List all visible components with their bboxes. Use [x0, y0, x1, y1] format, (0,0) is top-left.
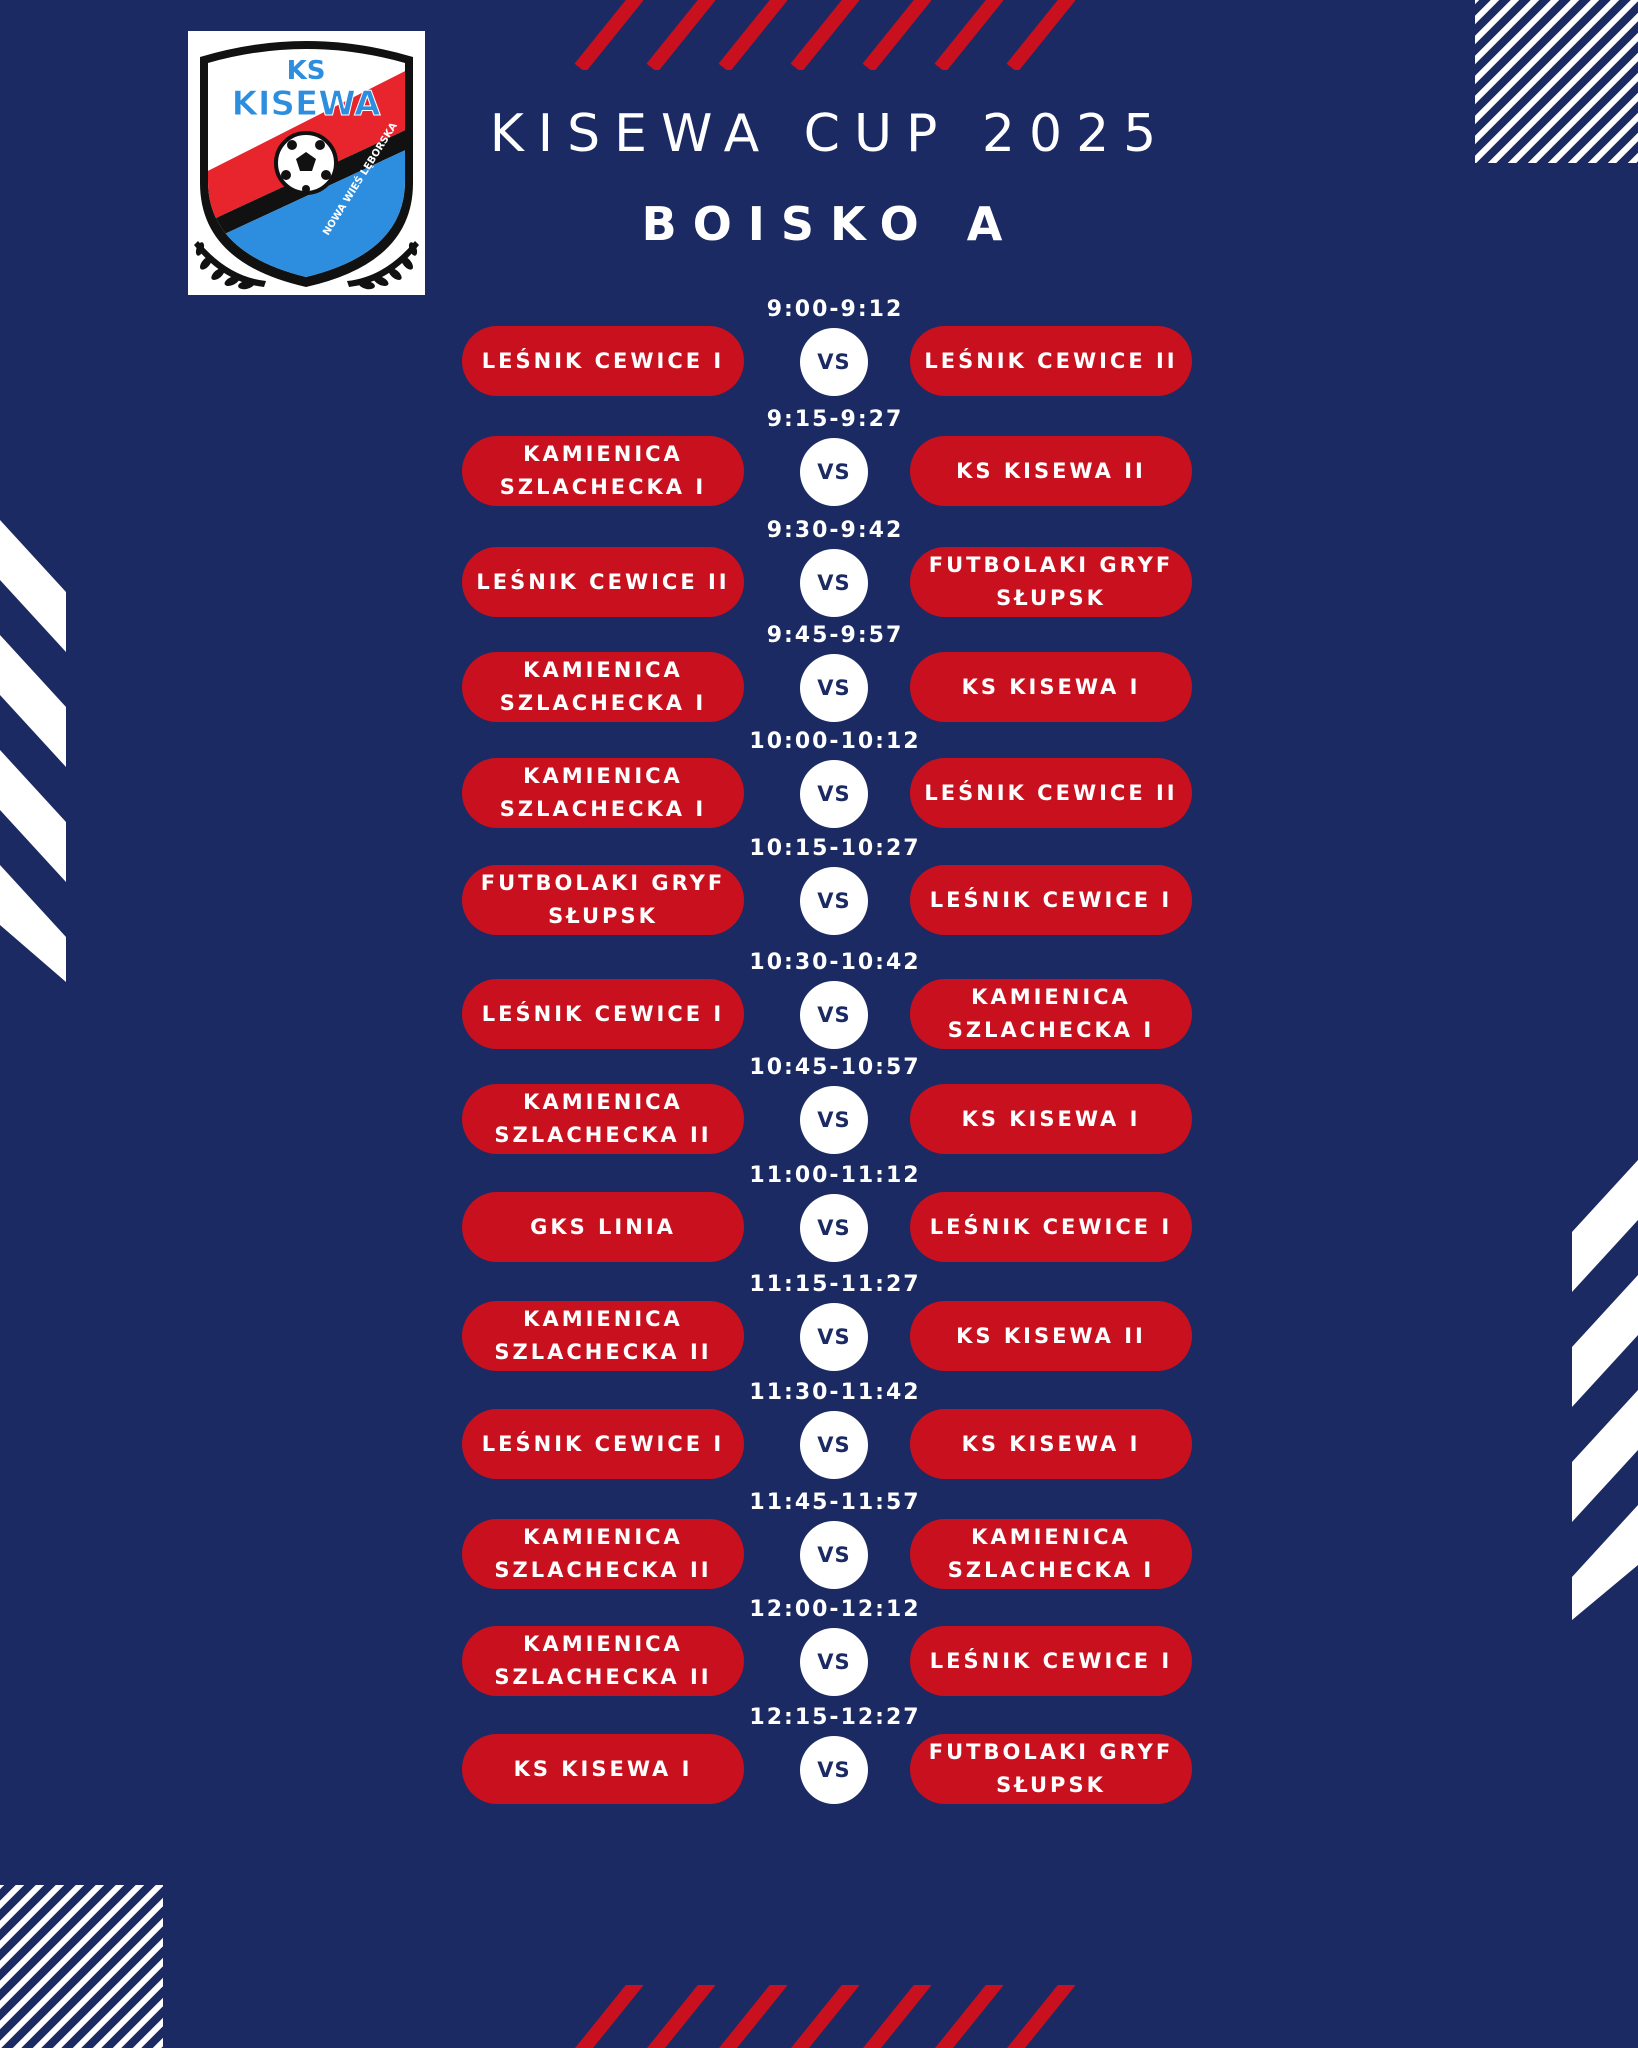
- home-team: KAMIENICA SZLACHECKA I: [462, 758, 744, 828]
- left-white-chevrons: [0, 520, 66, 982]
- away-team: KS KISEWA I: [910, 1084, 1192, 1154]
- logo-kisewa-text: KISEWA: [232, 84, 382, 124]
- away-team: LEŚNIK CEWICE I: [910, 1192, 1192, 1262]
- home-team: LEŚNIK CEWICE I: [462, 979, 744, 1049]
- home-team: KAMIENICA SZLACHECKA II: [462, 1084, 744, 1154]
- vs-badge: VS: [800, 760, 868, 828]
- match-row: 12:00-12:12 KAMIENICA SZLACHECKA II VS LEŚN…: [0, 1597, 1638, 1707]
- away-team: LEŚNIK CEWICE II: [910, 326, 1192, 396]
- vs-badge: VS: [800, 1628, 868, 1696]
- laurel-right-icon: [347, 241, 419, 290]
- vs-badge: VS: [800, 867, 868, 935]
- vs-badge: VS: [800, 1411, 868, 1479]
- match-row: 11:00-11:12 GKS LINIA VS LEŚNIK CEWICE I: [0, 1163, 1638, 1273]
- match-row: 10:00-10:12 KAMIENICA SZLACHECKA I VS LEŚNI…: [0, 729, 1638, 839]
- home-team: KAMIENICA SZLACHECKA II: [462, 1519, 744, 1589]
- page-title: KISEWA CUP 2025: [489, 104, 1171, 164]
- home-team: LEŚNIK CEWICE I: [462, 326, 744, 396]
- match-time: 11:15-11:27: [749, 1272, 921, 1297]
- soccer-ball-icon: [274, 131, 338, 195]
- match-row: 10:45-10:57 KAMIENICA SZLACHECKA II VS KS K…: [0, 1055, 1638, 1165]
- away-team: LEŚNIK CEWICE II: [910, 758, 1192, 828]
- away-team: KAMIENICA SZLACHECKA I: [910, 979, 1192, 1049]
- bottom-left-hatch: [0, 1885, 163, 2048]
- match-row: 10:15-10:27 FUTBOLAKI GRYF SŁUPSK VS LEŚNIK…: [0, 836, 1638, 946]
- away-team: KAMIENICA SZLACHECKA I: [910, 1519, 1192, 1589]
- match-row: 9:00-9:12 LEŚNIK CEWICE I VS LEŚNIK CEWICE …: [0, 297, 1638, 407]
- match-time: 11:00-11:12: [749, 1163, 921, 1188]
- match-time: 9:15-9:27: [766, 407, 904, 432]
- match-row: 9:30-9:42 LEŚNIK CEWICE II VS FUTBOLAKI GRY…: [0, 518, 1638, 628]
- away-team: LEŚNIK CEWICE I: [910, 865, 1192, 935]
- top-red-stripes: [574, 0, 1076, 70]
- match-time: 9:00-9:12: [766, 297, 904, 322]
- match-time: 12:00-12:12: [749, 1597, 921, 1622]
- away-team: FUTBOLAKI GRYF SŁUPSK: [910, 547, 1192, 617]
- home-team: LEŚNIK CEWICE II: [462, 547, 744, 617]
- match-row: 9:15-9:27 KAMIENICA SZLACHECKA I VS KS KISE…: [0, 407, 1638, 517]
- home-team: KS KISEWA I: [462, 1734, 744, 1804]
- match-time: 10:30-10:42: [749, 950, 921, 975]
- home-team: FUTBOLAKI GRYF SŁUPSK: [462, 865, 744, 935]
- laurel-left-icon: [194, 241, 266, 290]
- away-team: FUTBOLAKI GRYF SŁUPSK: [910, 1734, 1192, 1804]
- match-time: 12:15-12:27: [749, 1705, 921, 1730]
- match-row: 9:45-9:57 KAMIENICA SZLACHECKA I VS KS KISE…: [0, 623, 1638, 733]
- home-team: KAMIENICA SZLACHECKA II: [462, 1626, 744, 1696]
- match-time: 11:30-11:42: [749, 1380, 921, 1405]
- home-team: LEŚNIK CEWICE I: [462, 1409, 744, 1479]
- match-row: 11:15-11:27 KAMIENICA SZLACHECKA II VS KS K…: [0, 1272, 1638, 1382]
- vs-badge: VS: [800, 1194, 868, 1262]
- vs-badge: VS: [800, 1521, 868, 1589]
- match-row: 11:30-11:42 LEŚNIK CEWICE I VS KS KISEWA I: [0, 1380, 1638, 1490]
- club-logo: KS KISEWA NOWA WIEŚ LĘBORSKA: [188, 31, 425, 295]
- home-team: KAMIENICA SZLACHECKA I: [462, 652, 744, 722]
- match-row: 10:30-10:42 LEŚNIK CEWICE I VS KAMIENICA SZ…: [0, 950, 1638, 1060]
- away-team: LEŚNIK CEWICE I: [910, 1626, 1192, 1696]
- home-team: GKS LINIA: [462, 1192, 744, 1262]
- vs-badge: VS: [800, 549, 868, 617]
- match-time: 10:45-10:57: [749, 1055, 921, 1080]
- vs-badge: VS: [800, 1736, 868, 1804]
- match-time: 10:00-10:12: [749, 729, 921, 754]
- top-right-hatch: [1475, 0, 1638, 163]
- home-team: KAMIENICA SZLACHECKA II: [462, 1301, 744, 1371]
- match-time: 9:45-9:57: [766, 623, 904, 648]
- away-team: KS KISEWA II: [910, 436, 1192, 506]
- match-time: 10:15-10:27: [749, 836, 921, 861]
- match-time: 11:45-11:57: [749, 1490, 921, 1515]
- logo-ks-text: KS: [287, 56, 326, 86]
- vs-badge: VS: [800, 981, 868, 1049]
- page-subtitle: BOISKO A: [641, 197, 1019, 251]
- vs-badge: VS: [800, 1086, 868, 1154]
- match-row: 11:45-11:57 KAMIENICA SZLACHECKA II VS KAMI…: [0, 1490, 1638, 1600]
- vs-badge: VS: [800, 438, 868, 506]
- match-row: 12:15-12:27 KS KISEWA I VS FUTBOLAKI GRYF S…: [0, 1705, 1638, 1815]
- away-team: KS KISEWA II: [910, 1301, 1192, 1371]
- match-time: 9:30-9:42: [766, 518, 904, 543]
- bottom-red-stripes: [575, 1985, 1076, 2048]
- vs-badge: VS: [800, 1303, 868, 1371]
- right-white-chevrons: [1572, 1160, 1638, 1620]
- away-team: KS KISEWA I: [910, 1409, 1192, 1479]
- vs-badge: VS: [800, 328, 868, 396]
- vs-badge: VS: [800, 654, 868, 722]
- home-team: KAMIENICA SZLACHECKA I: [462, 436, 744, 506]
- away-team: KS KISEWA I: [910, 652, 1192, 722]
